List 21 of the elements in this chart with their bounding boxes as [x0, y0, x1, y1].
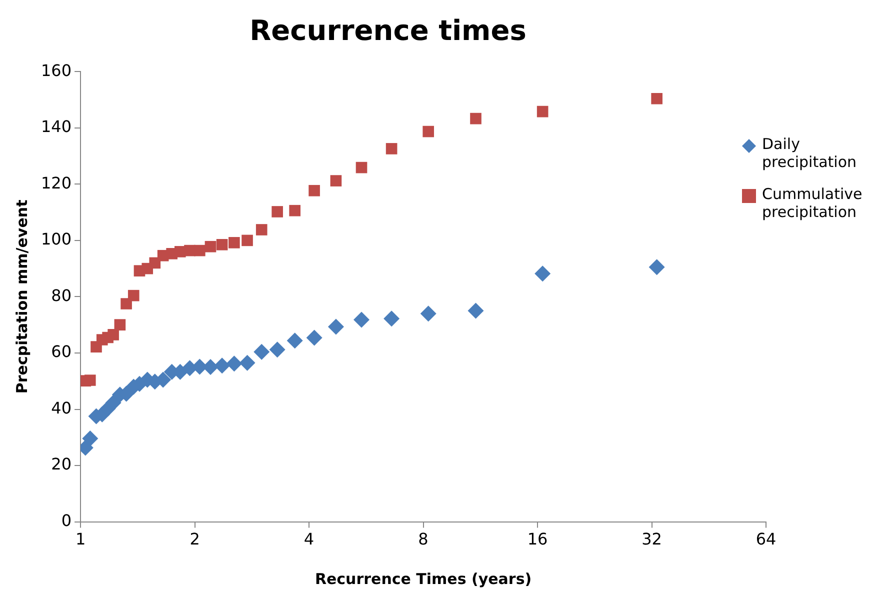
- y-tick-label: 160: [40, 60, 72, 80]
- y-tick-label: 120: [40, 173, 72, 192]
- x-axis-title: Recurrence Times (years): [314, 570, 532, 588]
- x-tick-label: 4: [304, 530, 314, 549]
- x-tick-label: 8: [418, 530, 428, 549]
- y-tick-label: 40: [51, 398, 72, 418]
- x-tick-label: 1: [75, 530, 86, 549]
- y-tick-label: 140: [40, 117, 72, 136]
- x-tick-label: 64: [756, 530, 776, 549]
- y-tick-label: 20: [51, 454, 72, 474]
- x-tick-label: 2: [190, 530, 200, 549]
- chart-title: Recurrence times: [250, 14, 526, 48]
- y-tick-label: 80: [51, 286, 72, 305]
- y-tick-label: 0: [61, 510, 72, 530]
- x-tick-label: 16: [527, 530, 548, 549]
- y-axis-title: Precpitation mm/event: [12, 200, 31, 394]
- y-tick-label: 100: [40, 230, 72, 249]
- y-tick-label: 60: [51, 342, 72, 362]
- legend-label: Cummulative precipitation: [762, 185, 864, 221]
- legend-label: Daily precipitation: [762, 135, 858, 171]
- x-tick-label: 32: [642, 530, 662, 549]
